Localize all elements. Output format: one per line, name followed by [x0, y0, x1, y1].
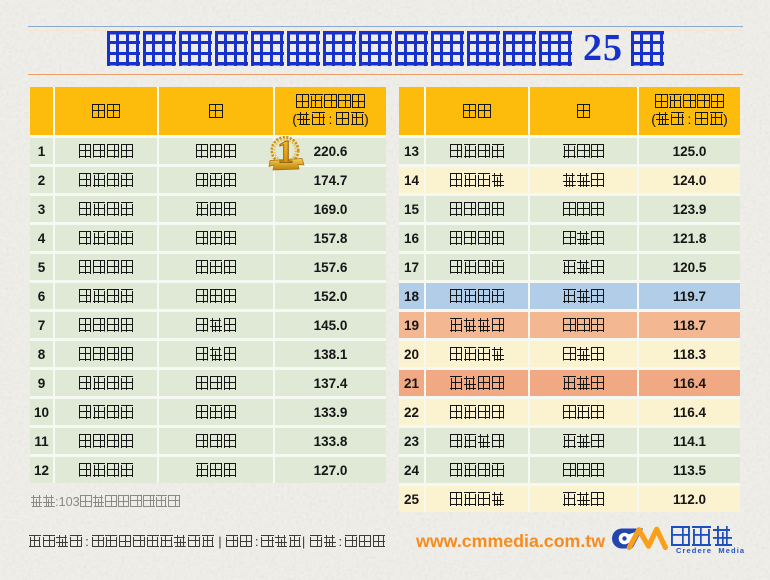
- svg-text:1: 1: [277, 135, 294, 171]
